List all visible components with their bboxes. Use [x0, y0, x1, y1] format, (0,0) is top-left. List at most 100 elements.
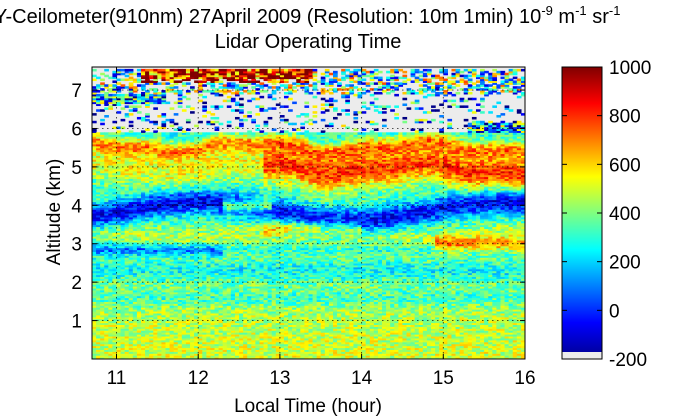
heatmap-cell — [161, 218, 167, 222]
heatmap-cell — [96, 182, 101, 185]
heatmap-cell — [181, 330, 187, 333]
heatmap-cell — [92, 266, 97, 270]
heatmap-cell — [141, 147, 146, 151]
heatmap-cell — [202, 347, 207, 350]
heatmap-cell — [173, 134, 179, 137]
heatmap-cell — [206, 249, 212, 253]
heatmap-cell — [104, 309, 109, 312]
heatmap-cell — [173, 330, 179, 333]
heatmap-cell — [185, 316, 191, 320]
heatmap-cell — [190, 270, 195, 274]
heatmap-cell — [96, 236, 101, 239]
heatmap-cell — [100, 170, 105, 174]
heatmap-cell — [128, 268, 134, 272]
heatmap-cell — [100, 220, 105, 224]
heatmap-cell — [206, 178, 212, 181]
heatmap-cell — [198, 80, 203, 83]
heatmap-cell — [157, 309, 163, 312]
heatmap-cell — [169, 176, 175, 180]
heatmap-cell — [157, 305, 163, 308]
heatmap-cell — [96, 138, 101, 141]
heatmap-cell — [112, 270, 118, 274]
heatmap-cell — [108, 220, 114, 224]
heatmap-cell — [112, 134, 118, 137]
heatmap-cell — [108, 357, 114, 359]
heatmap-cell — [194, 287, 199, 291]
heatmap-cell — [104, 174, 109, 178]
heatmap-cell — [116, 222, 122, 226]
heatmap-cell — [132, 253, 138, 256]
heatmap-cell — [153, 309, 158, 312]
heatmap-cell — [173, 224, 179, 228]
heatmap-cell — [120, 84, 126, 87]
heatmap-cell — [96, 222, 101, 226]
heatmap-cell — [218, 122, 224, 126]
heatmap-cell — [128, 151, 134, 155]
heatmap-cell — [104, 203, 109, 206]
heatmap-cell — [145, 174, 150, 178]
heatmap-cell — [108, 286, 114, 289]
heatmap-cell — [206, 174, 212, 178]
heatmap-cell — [198, 155, 203, 158]
heatmap-cell — [198, 174, 203, 178]
heatmap-cell — [132, 93, 138, 97]
heatmap-cell — [136, 257, 142, 260]
heatmap-cell — [226, 68, 232, 72]
heatmap-cell — [173, 301, 179, 304]
heatmap-cell — [136, 211, 142, 214]
heatmap-cell — [108, 241, 114, 245]
heatmap-cell — [116, 274, 122, 277]
heatmap-cell — [116, 280, 122, 283]
heatmap-cell — [153, 320, 158, 324]
heatmap-cell — [161, 97, 167, 101]
heatmap-cell — [132, 262, 138, 266]
heatmap-cell — [141, 157, 146, 160]
heatmap-cell — [169, 80, 175, 83]
heatmap-cell — [145, 132, 150, 135]
heatmap-cell — [141, 334, 146, 337]
heatmap-cell — [185, 184, 191, 187]
heatmap-cell — [169, 228, 175, 231]
heatmap-cell — [104, 188, 109, 191]
heatmap-cell — [153, 280, 158, 283]
heatmap-cell — [161, 176, 167, 180]
heatmap-cell — [169, 261, 175, 264]
heatmap-cell — [161, 161, 167, 164]
heatmap-cell — [177, 343, 183, 347]
heatmap-cell — [177, 286, 183, 289]
heatmap-cell — [136, 80, 142, 83]
heatmap-cell — [136, 222, 142, 226]
heatmap-cell — [141, 149, 146, 153]
heatmap-cell — [100, 197, 105, 201]
heatmap-cell — [92, 357, 97, 359]
heatmap-cell — [149, 138, 154, 141]
heatmap-cell — [128, 297, 134, 301]
heatmap-cell — [185, 353, 191, 356]
heatmap-cell — [112, 186, 118, 189]
heatmap-cell — [153, 314, 158, 318]
heatmap-cell — [173, 211, 179, 214]
heatmap-cell — [112, 262, 118, 266]
heatmap-cell — [169, 341, 175, 345]
heatmap-cell — [153, 90, 158, 93]
heatmap-cell — [124, 251, 130, 254]
heatmap-cell — [132, 184, 138, 187]
heatmap-cell — [169, 166, 175, 170]
heatmap-cell — [132, 143, 138, 147]
heatmap-cell — [112, 347, 118, 350]
heatmap-cell — [206, 274, 212, 277]
heatmap-cell — [136, 347, 142, 350]
heatmap-cell — [181, 136, 187, 139]
heatmap-cell — [112, 310, 118, 314]
heatmap-cell — [92, 188, 97, 191]
heatmap-cell — [128, 310, 134, 314]
heatmap-cell — [185, 272, 191, 276]
heatmap-cell — [141, 134, 146, 137]
heatmap-cell — [181, 274, 187, 277]
heatmap-cell — [92, 201, 97, 204]
heatmap-cell — [104, 245, 109, 249]
heatmap-cell — [136, 199, 142, 203]
heatmap-cell — [194, 138, 199, 141]
heatmap-cell — [173, 236, 179, 239]
heatmap-cell — [161, 145, 167, 149]
